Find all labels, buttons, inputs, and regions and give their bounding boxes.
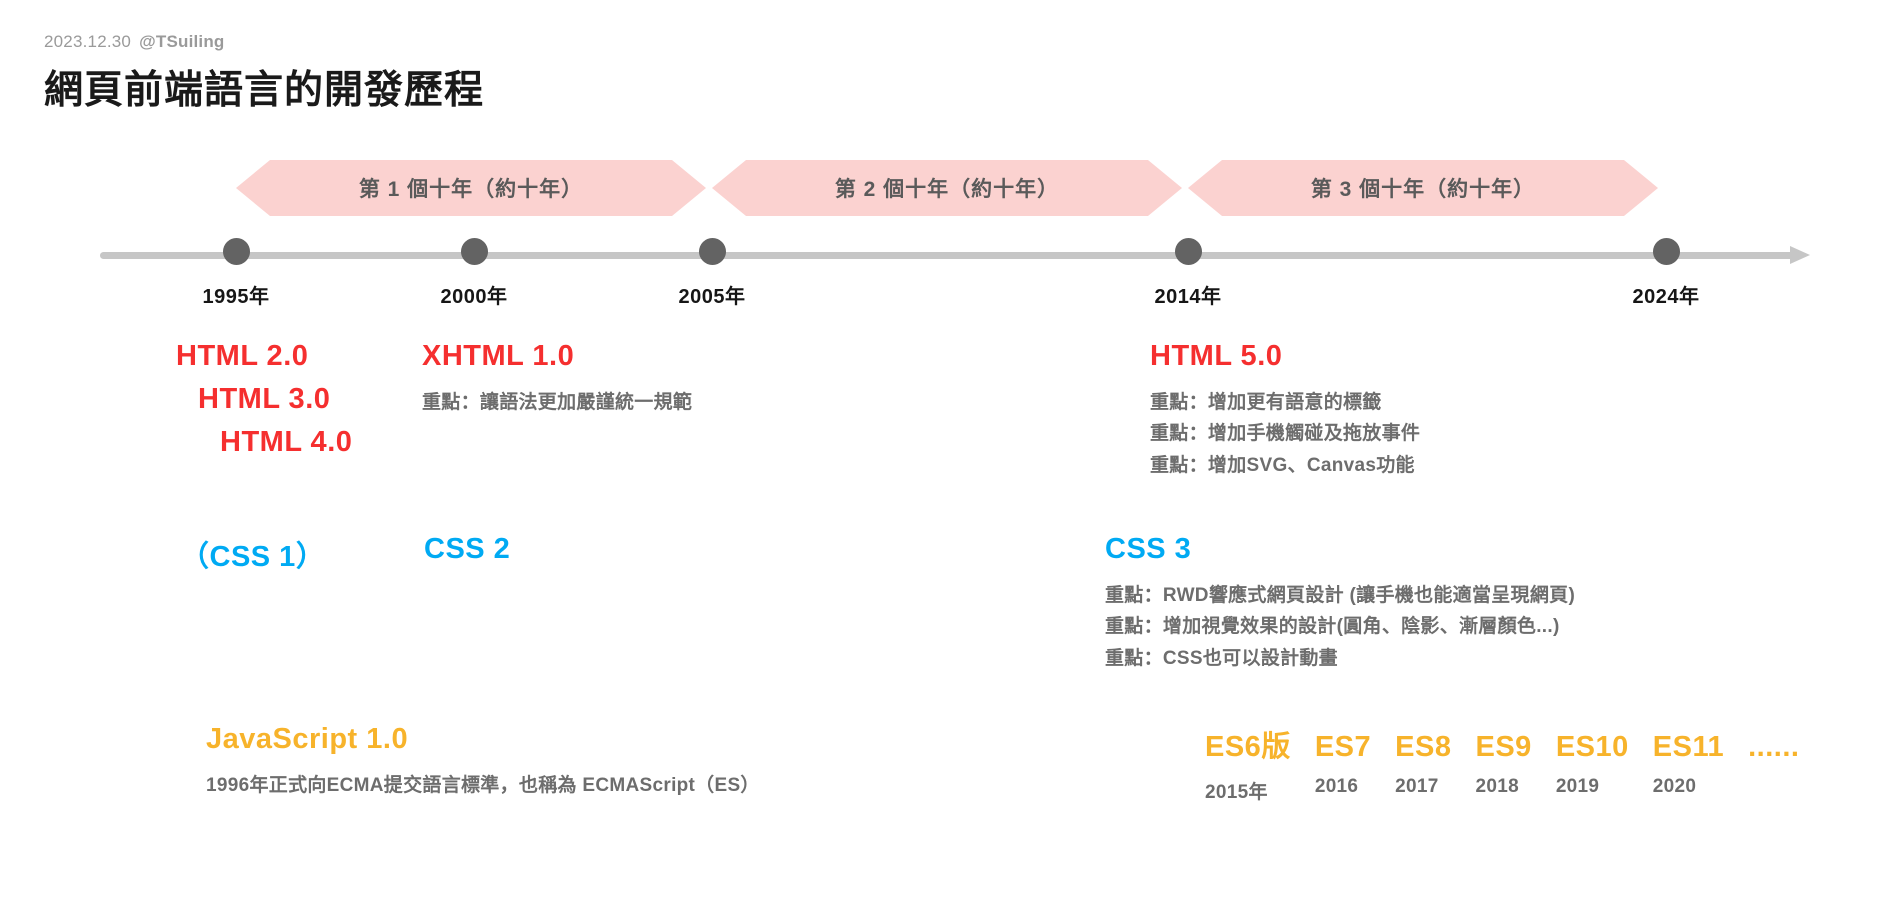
html5-note-2: 重點：增加手機觸碰及拖放事件 [1150, 423, 1421, 445]
javascript-note-1: 1996年正式向ECMA提交語言標準，也稱為 ECMAScript（ES） [206, 775, 760, 796]
css3-note-1: 重點：RWD響應式網頁設計 (讓手機也能適當呈現網頁) [1105, 585, 1576, 606]
decade-arrow-2: 第 2 個十年（約十年） [712, 160, 1182, 216]
es6-name: ES6版 [1205, 731, 1291, 763]
es8-year: 2017 [1395, 776, 1439, 797]
byline: 2023.12.30 @TSuiling [44, 32, 484, 52]
year-label-2000: 2000年 [440, 286, 508, 308]
html5-block: HTML 5.0 重點：增加更有語意的標籤 重點：增加手機觸碰及拖放事件 重點：… [1150, 340, 1420, 481]
byline-date: 2023.12.30 [44, 32, 132, 51]
es-version-es8: ES8 2017 [1395, 731, 1451, 798]
es8-name: ES8 [1395, 731, 1452, 763]
es-version-es7: ES7 2016 [1315, 731, 1371, 798]
es9-year: 2018 [1475, 776, 1519, 797]
html5-note-1: 重點：增加更有語意的標籤 [1150, 392, 1382, 413]
javascript-block: JavaScript 1.0 1996年正式向ECMA提交語言標準，也稱為 EC… [206, 723, 760, 801]
es6-year: 2015年 [1205, 782, 1268, 803]
decade-arrow-2-label: 第 2 個十年（約十年） [834, 178, 1060, 201]
decade-arrow-1: 第 1 個十年（約十年） [236, 160, 706, 216]
html5-note-3: 重點：增加SVG、Canvas功能 [1150, 454, 1415, 476]
es11-year: 2020 [1652, 776, 1697, 797]
es10-name: ES10 [1555, 731, 1629, 763]
es-version-es10: ES10 2019 [1556, 731, 1629, 798]
axis-dot-2000 [461, 238, 488, 265]
es7-year: 2016 [1314, 776, 1359, 797]
year-label-1995: 1995年 [202, 286, 270, 308]
css1-block: （CSS 1） [180, 533, 325, 575]
es10-year: 2019 [1555, 776, 1600, 797]
es7-name: ES7 [1314, 731, 1372, 763]
css3-note-2: 重點：增加視覺效果的設計(圓角、陰影、漸層顏色...) [1105, 616, 1560, 638]
html-early-versions-block: HTML 2.0 HTML 3.0 HTML 4.0 [176, 340, 352, 459]
css2-title: CSS 2 [424, 533, 511, 565]
javascript-title: JavaScript 1.0 [206, 723, 409, 755]
axis-dot-2014 [1175, 238, 1202, 265]
html5-title: HTML 5.0 [1150, 340, 1283, 372]
ecmascript-versions-block: ES6版 2015年 ES7 2016 ES8 2017 ES9 2018 ES… [1205, 723, 1799, 804]
es-more-ellipsis: ...... [1748, 731, 1800, 763]
axis-dot-2005 [699, 238, 726, 265]
css1-title: （CSS 1） [180, 541, 326, 573]
year-label-2014: 2014年 [1154, 286, 1222, 308]
timeline-axis: 1995年 2000年 2005年 2014年 2024年 [0, 238, 1900, 308]
es-version-es6: ES6版 2015年 [1205, 723, 1291, 804]
css2-block: CSS 2 [424, 533, 510, 566]
year-label-2024: 2024年 [1632, 286, 1700, 308]
es-version-es11: ES11 2020 [1653, 731, 1724, 798]
axis-arrowhead-icon [1790, 246, 1810, 264]
html-4-label: HTML 4.0 [220, 426, 353, 458]
axis-line [100, 252, 1800, 259]
css3-title: CSS 3 [1105, 533, 1192, 565]
byline-handle: @TSuiling [139, 32, 225, 51]
axis-dot-1995 [223, 238, 250, 265]
xhtml-block: XHTML 1.0 重點：讓語法更加嚴謹統一規範 [422, 340, 692, 418]
es-version-es9: ES9 2018 [1475, 731, 1531, 798]
html-2-label: HTML 2.0 [176, 340, 309, 372]
page-header: 2023.12.30 @TSuiling 網頁前端語言的開發歷程 [44, 32, 484, 115]
decade-arrow-3-label: 第 3 個十年（約十年） [1310, 178, 1536, 201]
es-version-more: ...... [1748, 731, 1799, 764]
axis-dot-2024 [1653, 238, 1680, 265]
page-title: 網頁前端語言的開發歷程 [44, 69, 485, 112]
css3-note-3: 重點：CSS也可以設計動畫 [1105, 647, 1338, 669]
decade-arrow-3: 第 3 個十年（約十年） [1188, 160, 1658, 216]
year-label-2005: 2005年 [678, 286, 746, 308]
xhtml-note-1: 重點：讓語法更加嚴謹統一規範 [422, 392, 693, 413]
es11-name: ES11 [1652, 731, 1725, 763]
xhtml-title: XHTML 1.0 [422, 340, 575, 372]
html-3-label: HTML 3.0 [198, 383, 331, 415]
decade-arrow-band: 第 1 個十年（約十年） 第 2 個十年（約十年） 第 3 個十年（約十年） [0, 160, 1900, 224]
es9-name: ES9 [1475, 731, 1532, 763]
css3-block: CSS 3 重點：RWD響應式網頁設計 (讓手機也能適當呈現網頁) 重點：增加視… [1105, 533, 1575, 674]
decade-arrow-1-label: 第 1 個十年（約十年） [358, 178, 584, 201]
